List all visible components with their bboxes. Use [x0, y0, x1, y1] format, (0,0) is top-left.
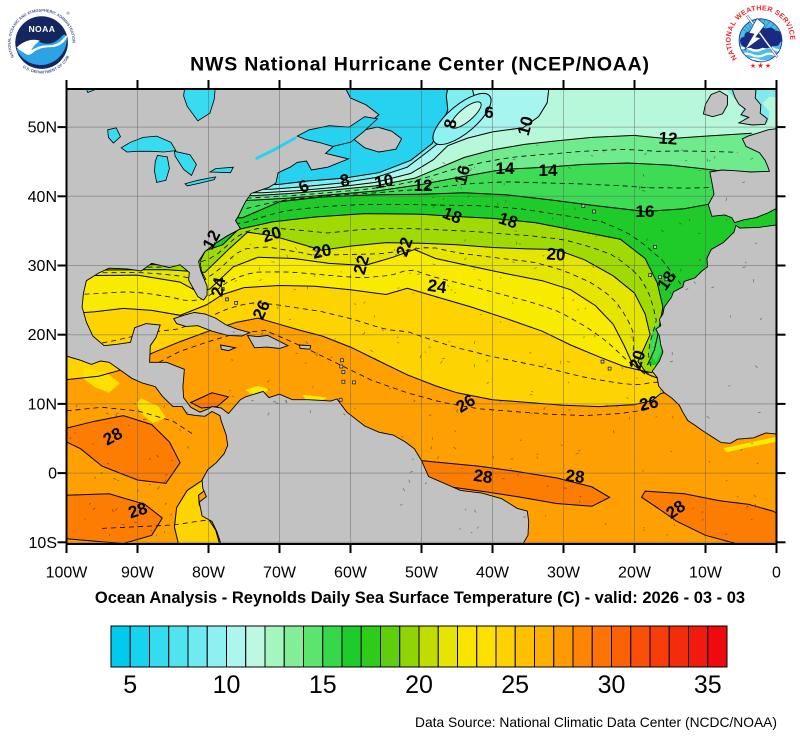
- svg-text:10N: 10N: [28, 396, 57, 413]
- svg-text:10: 10: [514, 114, 537, 137]
- svg-text:5: 5: [123, 671, 137, 699]
- svg-text:26: 26: [638, 392, 660, 415]
- svg-text:30: 30: [598, 671, 626, 699]
- svg-text:22: 22: [350, 253, 373, 276]
- svg-text:14: 14: [496, 159, 515, 178]
- svg-text:60W: 60W: [334, 565, 368, 582]
- svg-text:70W: 70W: [263, 565, 297, 582]
- svg-text:★: ★: [757, 61, 764, 70]
- svg-text:6: 6: [484, 103, 493, 122]
- svg-text:24: 24: [208, 275, 230, 297]
- svg-text:28: 28: [472, 466, 493, 487]
- svg-text:NOAA: NOAA: [28, 24, 55, 34]
- svg-text:Ocean Analysis - Reynolds Dail: Ocean Analysis - Reynolds Daily Sea Surf…: [95, 589, 745, 607]
- svg-text:®: ®: [67, 10, 71, 16]
- svg-text:14: 14: [539, 161, 558, 180]
- svg-text:★: ★: [765, 62, 771, 70]
- svg-text:8: 8: [440, 118, 460, 131]
- svg-text:20: 20: [405, 671, 433, 699]
- svg-text:12: 12: [658, 128, 678, 148]
- svg-text:15: 15: [309, 671, 337, 699]
- svg-text:10: 10: [373, 171, 395, 193]
- svg-text:25: 25: [501, 671, 529, 699]
- svg-text:Data Source: National Climatic: Data Source: National Climatic Data Cent…: [415, 715, 777, 730]
- svg-text:30N: 30N: [28, 258, 57, 275]
- svg-text:90W: 90W: [121, 565, 155, 582]
- svg-text:40N: 40N: [28, 189, 57, 206]
- svg-text:28: 28: [126, 499, 150, 523]
- svg-text:20: 20: [626, 348, 650, 372]
- svg-text:24: 24: [426, 276, 448, 298]
- svg-text:16: 16: [451, 163, 474, 186]
- svg-text:20: 20: [260, 223, 284, 247]
- svg-text:10: 10: [213, 671, 241, 699]
- svg-text:20: 20: [546, 244, 566, 264]
- svg-text:18: 18: [496, 209, 520, 233]
- svg-text:30W: 30W: [547, 565, 581, 582]
- svg-text:28: 28: [565, 466, 586, 487]
- svg-text:10S: 10S: [29, 535, 57, 552]
- svg-text:8: 8: [338, 170, 351, 191]
- svg-text:NWS National Hurricane Center: NWS National Hurricane Center (NCEP/NOAA…: [190, 54, 650, 76]
- svg-text:10W: 10W: [689, 565, 723, 582]
- svg-text:50W: 50W: [405, 565, 439, 582]
- svg-text:20N: 20N: [28, 327, 57, 344]
- svg-text:20: 20: [311, 240, 333, 263]
- svg-text:★: ★: [750, 62, 756, 70]
- svg-text:100W: 100W: [46, 565, 89, 582]
- svg-text:50N: 50N: [28, 120, 57, 137]
- svg-text:0: 0: [48, 466, 57, 483]
- svg-text:35: 35: [694, 671, 722, 699]
- svg-text:40W: 40W: [476, 565, 510, 582]
- svg-text:16: 16: [636, 202, 655, 221]
- svg-text:20W: 20W: [618, 565, 652, 582]
- svg-text:12: 12: [414, 176, 433, 195]
- svg-text:80W: 80W: [192, 565, 226, 582]
- svg-text:0: 0: [772, 565, 781, 582]
